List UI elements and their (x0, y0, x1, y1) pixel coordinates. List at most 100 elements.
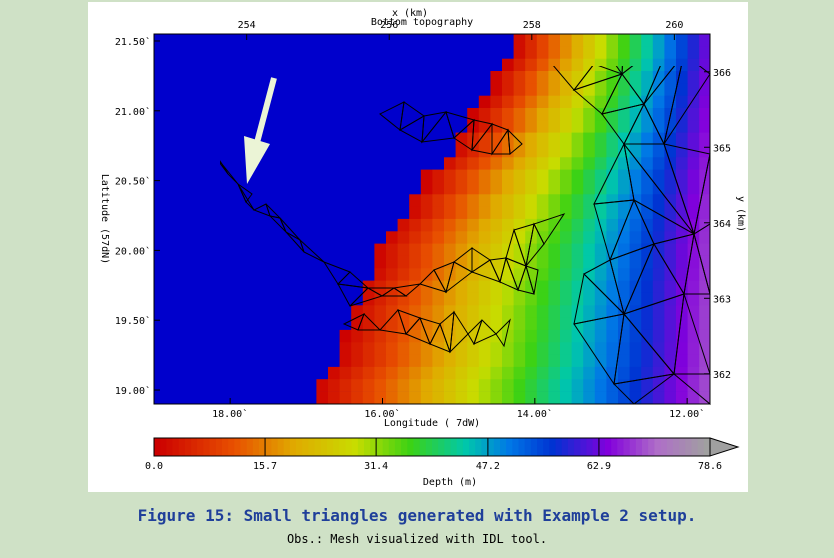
depth-cell (664, 366, 677, 380)
depth-cell (374, 305, 387, 318)
depth-cell (362, 391, 375, 404)
colorbar-segment (518, 438, 526, 456)
colorbar-segment (364, 438, 371, 456)
mesh-triangle (525, 265, 539, 295)
depth-cell (502, 58, 514, 72)
depth-cell (571, 132, 584, 146)
colorbar-segment (642, 438, 649, 456)
depth-cell (594, 255, 607, 269)
depth-cell (571, 292, 584, 306)
y-tick-label: 21.50` (115, 36, 151, 48)
depth-cell (525, 46, 538, 59)
depth-cell (687, 194, 700, 207)
depth-cell (420, 268, 433, 281)
depth-cell (409, 194, 422, 207)
arrow-marker (244, 77, 277, 184)
colorbar-tick-label: 62.9 (587, 461, 611, 472)
depth-cell (676, 317, 688, 331)
depth-cell (525, 268, 538, 281)
depth-cell (467, 108, 480, 121)
depth-cell (502, 354, 514, 368)
colorbar-segment (339, 438, 346, 456)
depth-cell (548, 280, 561, 294)
depth-cell (571, 157, 584, 170)
depth-cell (583, 132, 596, 146)
depth-cell (536, 157, 549, 170)
depth-cell (455, 182, 468, 195)
depth-cell (664, 354, 677, 368)
depth-cell (571, 354, 584, 368)
depth-cell (444, 292, 456, 306)
chart-title: Bottom topography (371, 17, 473, 28)
depth-cell (583, 46, 596, 59)
depth-cell (502, 108, 514, 121)
depth-cell (525, 366, 538, 380)
depth-cell (548, 292, 561, 306)
depth-cell (560, 391, 572, 404)
depth-cell (652, 46, 665, 59)
depth-cell (699, 391, 710, 404)
depth-cell (467, 317, 480, 331)
depth-cell (560, 354, 572, 368)
colorbar-segment (530, 438, 538, 456)
depth-cell (444, 182, 456, 195)
depth-cell (339, 366, 352, 380)
depth-cell (467, 231, 480, 244)
depth-cell (362, 354, 375, 368)
depth-cell (594, 379, 607, 392)
right-tick-label: 365 (713, 143, 731, 154)
depth-cell (583, 268, 596, 281)
depth-cell (548, 379, 561, 392)
depth-cell (525, 391, 538, 404)
depth-cell (409, 379, 422, 392)
colorbar-segment (432, 438, 439, 456)
colorbar-segment (574, 438, 581, 456)
land-depth-cells (316, 34, 710, 404)
depth-cell (374, 379, 387, 392)
depth-cell (676, 83, 688, 96)
depth-cell (641, 83, 654, 96)
depth-cell (594, 34, 607, 47)
depth-cell (606, 231, 619, 244)
colorbar-segment (246, 438, 254, 456)
depth-cell (629, 108, 642, 121)
depth-cell (420, 255, 433, 269)
depth-cell (409, 268, 422, 281)
depth-cell (502, 132, 514, 146)
depth-cell (490, 169, 503, 183)
depth-cell (699, 255, 710, 269)
depth-cell (606, 379, 619, 392)
depth-cell (339, 379, 352, 392)
depth-cell (536, 268, 549, 281)
depth-cell (362, 342, 375, 355)
depth-cell (525, 132, 538, 146)
depth-cell (687, 292, 700, 306)
depth-cell (594, 157, 607, 170)
depth-cell (490, 255, 503, 269)
depth-cell (664, 120, 677, 133)
colorbar-segment (407, 438, 414, 456)
depth-cell (362, 329, 375, 343)
depth-cell (618, 354, 630, 368)
colorbar-segment (376, 438, 384, 456)
depth-cell (397, 243, 410, 257)
depth-cell (513, 120, 526, 133)
depth-cell (420, 379, 433, 392)
depth-cell (699, 95, 710, 109)
depth-cell (618, 280, 630, 294)
depth-cell (548, 95, 561, 109)
depth-cell (444, 268, 456, 281)
colorbar-segment (308, 438, 316, 456)
colorbar-segment (456, 438, 464, 456)
depth-cell (629, 71, 642, 84)
depth-cell (687, 391, 700, 404)
depth-cell (328, 391, 340, 404)
colorbar-segment (629, 438, 637, 456)
depth-cell (548, 329, 561, 343)
depth-cell (652, 157, 665, 170)
depth-cell (386, 268, 398, 281)
depth-cell (641, 354, 654, 368)
depth-cell (687, 145, 700, 158)
depth-cell (664, 305, 677, 318)
depth-cell (641, 71, 654, 84)
